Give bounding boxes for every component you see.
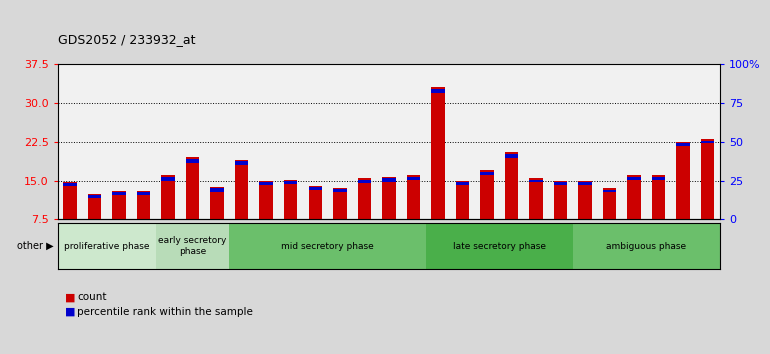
Bar [229,223,426,269]
Bar [107,64,132,219]
Bar [407,175,420,219]
Bar [309,187,322,190]
Bar [407,177,420,179]
Bar [88,194,102,219]
Bar [284,181,297,184]
Bar [671,64,695,219]
Bar [58,223,156,269]
Bar [156,64,180,219]
Bar [309,186,322,219]
Bar [676,142,690,219]
Bar [137,193,150,195]
Bar [652,175,665,219]
Bar [63,183,77,186]
Bar [112,191,126,219]
Bar [259,182,273,185]
Bar [63,182,77,219]
Text: percentile rank within the sample: percentile rank within the sample [77,307,253,316]
Bar [652,177,665,179]
Bar [431,88,444,93]
Text: ambiguous phase: ambiguous phase [606,241,686,251]
Bar [480,172,494,175]
Bar [554,182,567,185]
Bar [162,175,175,219]
Bar [186,159,199,163]
Bar [701,139,715,219]
Bar [431,87,444,219]
Text: late secretory phase: late secretory phase [453,241,546,251]
Text: other ▶: other ▶ [17,241,54,251]
Bar [229,64,254,219]
Bar [529,179,543,182]
Bar [180,64,205,219]
Text: early secretory
phase: early secretory phase [159,236,227,256]
Bar [333,189,347,192]
Bar [456,182,469,185]
Bar [603,188,616,219]
Text: ■: ■ [65,292,76,302]
Bar [524,64,548,219]
Bar [377,64,401,219]
Bar [162,177,175,181]
Bar [598,64,622,219]
Bar [603,190,616,193]
Bar [456,181,469,219]
Bar [548,64,573,219]
Bar [505,154,518,158]
Text: ■: ■ [65,307,76,316]
Bar [327,64,352,219]
Bar [573,223,720,269]
Bar [88,195,102,198]
Bar [254,64,279,219]
Bar [646,64,671,219]
Bar [259,181,273,219]
Text: count: count [77,292,106,302]
Bar [573,64,598,219]
Bar [480,170,494,219]
Bar [628,175,641,219]
Bar [235,161,249,165]
Bar [82,64,107,219]
Bar [284,179,297,219]
Bar [210,188,224,193]
Text: mid secretory phase: mid secretory phase [281,241,374,251]
Bar [628,177,641,180]
Bar [210,187,224,219]
Bar [137,191,150,219]
Bar [352,64,377,219]
Bar [132,64,156,219]
Bar [499,64,524,219]
Text: proliferative phase: proliferative phase [64,241,149,251]
Bar [382,178,396,182]
Bar [357,179,371,183]
Bar [505,152,518,219]
Bar [401,64,426,219]
Bar [622,64,646,219]
Text: GDS2052 / 233932_at: GDS2052 / 233932_at [58,33,196,46]
Bar [235,160,249,219]
Bar [112,193,126,195]
Bar [474,64,499,219]
Bar [205,64,229,219]
Bar [303,64,327,219]
Bar [578,182,592,185]
Bar [450,64,474,219]
Bar [357,178,371,219]
Bar [156,223,229,269]
Bar [186,157,199,219]
Bar [279,64,303,219]
Bar [529,178,543,219]
Bar [426,223,573,269]
Bar [58,64,82,219]
Bar [676,143,690,146]
Bar [578,181,592,219]
Bar [554,181,567,219]
Bar [426,64,450,219]
Bar [382,177,396,219]
Bar [701,141,715,143]
Bar [695,64,720,219]
Bar [333,188,347,219]
